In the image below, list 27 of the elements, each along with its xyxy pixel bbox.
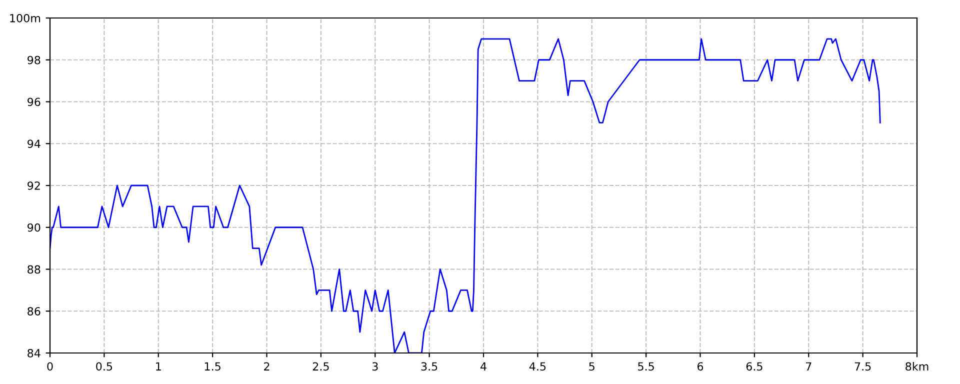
y-tick-label: 100m: [10, 14, 40, 22]
x-tick-label: 2: [264, 362, 270, 370]
x-tick-label: 3.5: [421, 362, 438, 371]
x-tick-label: 0: [47, 362, 53, 371]
x-tick-label: 1.5: [204, 362, 220, 371]
y-tick-label: 96: [28, 98, 40, 106]
x-tick-label: 1: [156, 362, 161, 370]
line-series: [50, 38, 881, 353]
x-tick-label: 5: [589, 362, 594, 371]
x-tick-label: 6: [697, 362, 704, 371]
y-tick-label: 98: [28, 56, 40, 64]
y-tick-label: 92: [28, 181, 40, 190]
y-tick-label: 84: [28, 348, 40, 358]
y-tick-label: 88: [28, 265, 40, 274]
x-tick-label: 3: [372, 362, 378, 371]
x-tick-label: 7.5: [854, 362, 871, 371]
y-tick-label: 94: [28, 140, 40, 148]
x-tick-label: 8km: [906, 362, 928, 371]
x-tick-label: 2.5: [312, 362, 329, 371]
x-tick-label: 4.5: [529, 362, 546, 371]
x-tick-label: 5.5: [638, 362, 654, 371]
x-tick-label: 7: [806, 362, 812, 370]
y-tick-label: 90: [28, 223, 40, 232]
x-tick-label: 4: [480, 362, 486, 370]
x-tick-label: 0.5: [96, 362, 112, 371]
y-tick-label: 86: [28, 307, 40, 316]
x-tick-label: 6.5: [746, 362, 762, 371]
